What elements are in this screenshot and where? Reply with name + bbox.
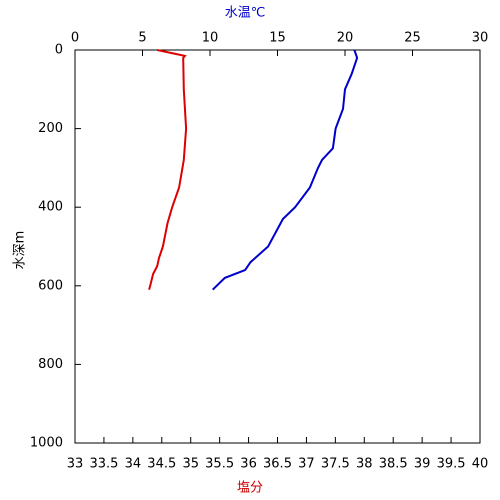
x2-tick-label: 10: [202, 31, 219, 46]
x2-tick-label: 20: [337, 31, 354, 46]
x-tick-label: 40: [472, 457, 489, 472]
x-tick-label: 38: [356, 457, 373, 472]
y-tick-label: 1000: [30, 436, 63, 451]
x-tick-label: 34: [125, 457, 142, 472]
x-tick-label: 36: [240, 457, 257, 472]
y-tick-label: 400: [38, 200, 63, 215]
y-tick-label: 800: [38, 357, 63, 372]
y-tick-label: 200: [38, 121, 63, 136]
x2-tick-label: 25: [404, 31, 421, 46]
x2-tick-label: 0: [71, 31, 79, 46]
profile-line: [212, 49, 359, 291]
x-tick-label: 39: [414, 457, 431, 472]
plot-frame: [74, 49, 481, 444]
x-tick-label: 39.5: [437, 457, 466, 472]
x-tick-label: 35: [182, 457, 199, 472]
x-tick-label: 36.5: [263, 457, 292, 472]
y-tick-label: 600: [38, 278, 63, 293]
x-axis-label: 塩分: [237, 481, 263, 496]
y-axis-label: 水深m: [13, 231, 28, 270]
x2-axis-label: 水温℃: [225, 6, 266, 21]
x-tick-label: 37.5: [321, 457, 350, 472]
y-tick-label: 0: [55, 43, 63, 58]
x-tick-label: 38.5: [379, 457, 408, 472]
profile-line: [148, 49, 188, 290]
x2-tick-label: 5: [138, 31, 146, 46]
x2-tick-label: 15: [269, 31, 286, 46]
x2-tick-label: 30: [472, 31, 489, 46]
x-tick-label: 37: [298, 457, 315, 472]
x-tick-label: 33.5: [89, 457, 118, 472]
x-tick-label: 33: [67, 457, 84, 472]
x-tick-label: 35.5: [205, 457, 234, 472]
x-tick-label: 34.5: [147, 457, 176, 472]
